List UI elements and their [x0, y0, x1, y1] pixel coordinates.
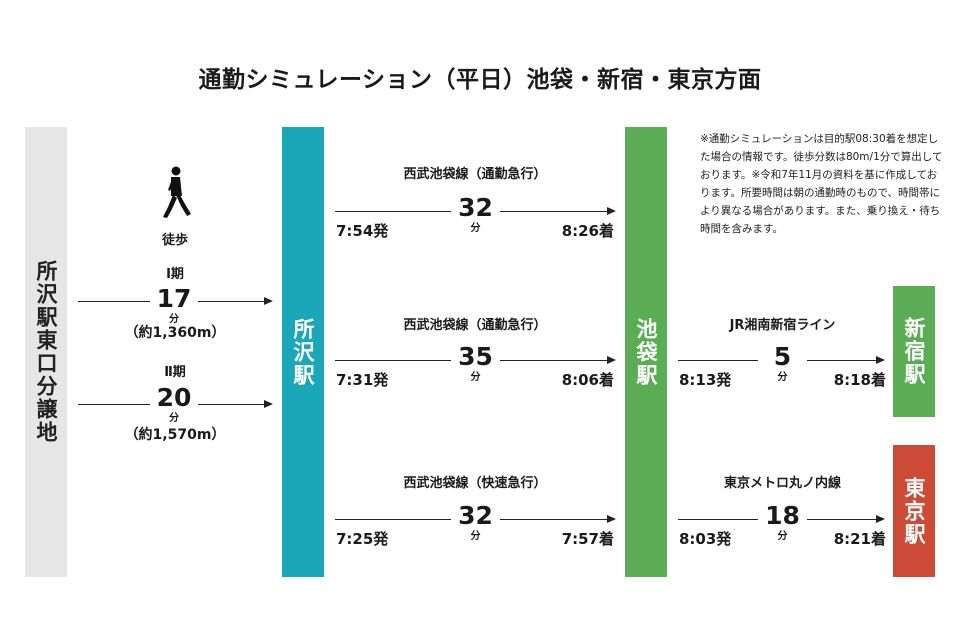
transfer1-line-right	[807, 360, 876, 361]
walk-phase1-line-right	[198, 301, 264, 302]
route2-arrive: 8:06着	[561, 371, 614, 389]
route1-unit: 分	[470, 223, 481, 234]
transfer1-minutes: 5	[773, 342, 792, 371]
walk-phase1-unit: 分	[169, 314, 179, 325]
transfer1-name: JR湘南新宿ライン	[729, 318, 836, 333]
transfer2-arrive: 8:21着	[833, 530, 886, 548]
walk-phase2-line-right	[198, 404, 264, 405]
footnote: ※通勤シミュレーションは目的駅08:30着を想定した場合の情報です。徒歩分数は8…	[700, 133, 943, 235]
route1-arrive: 8:26着	[561, 222, 614, 240]
walk-phase2-line-left	[78, 404, 150, 405]
route3-minutes: 32	[458, 501, 493, 530]
transfer1-arrowhead	[876, 356, 885, 364]
transfer2-line-right	[807, 519, 876, 520]
route1-line-left	[335, 211, 451, 212]
tokyo-station-box: 東京駅	[893, 445, 935, 577]
walk-label: 徒歩	[161, 233, 188, 248]
transfer2-minutes: 18	[765, 501, 800, 530]
walk-phase1-distance: （約1,360m）	[124, 325, 226, 341]
route3-depart: 7:25発	[336, 530, 389, 548]
route1-depart: 7:54発	[336, 222, 389, 240]
walk-phase2-distance: （約1,570m）	[124, 427, 226, 443]
page-title: 通勤シミュレーション（平日）池袋・新宿・東京方面	[198, 67, 762, 93]
transfer1-arrive: 8:18着	[833, 371, 886, 389]
walking-person-icon	[163, 166, 191, 218]
route3-line-left	[335, 519, 451, 520]
transfer2-name: 東京メトロ丸ノ内線	[723, 476, 841, 491]
route1-line-right	[500, 211, 607, 212]
walk-phase2-minutes: 20	[156, 383, 192, 412]
route2-line-right	[500, 360, 607, 361]
route3-arrowhead	[607, 515, 616, 523]
route3-line-right	[500, 519, 607, 520]
origin-column: 所沢駅東口分譲地	[25, 127, 67, 577]
walk-phase2-unit: 分	[169, 413, 179, 424]
transfer2-line-left	[678, 519, 758, 520]
walk-phase1-line-left	[78, 301, 150, 302]
transfer1-depart: 8:13発	[679, 371, 732, 389]
walk-phase1-label: Ⅰ期	[166, 267, 184, 282]
route2-minutes: 35	[458, 342, 493, 371]
shinjuku-station-box: 新宿駅	[893, 286, 935, 417]
route2-line-left	[335, 360, 451, 361]
ikebukuro-station-column: 池袋駅	[625, 127, 667, 577]
transfer2-arrowhead	[876, 515, 885, 523]
transfer1-line-left	[678, 360, 758, 361]
walk-phase1-minutes: 17	[156, 284, 192, 313]
route2-name: 西武池袋線（通勤急行）	[403, 318, 547, 333]
route3-arrive: 7:57着	[561, 530, 614, 548]
route3-unit: 分	[470, 531, 481, 542]
transfer1-unit: 分	[777, 372, 788, 383]
transfer2-depart: 8:03発	[679, 530, 732, 548]
route3-name: 西武池袋線（快速急行）	[403, 476, 547, 491]
route2-depart: 7:31発	[336, 371, 389, 389]
route2-unit: 分	[470, 372, 481, 383]
route1-minutes: 32	[458, 193, 493, 222]
tokorozawa-station-column: 所沢駅	[282, 127, 324, 577]
walk-phase2-arrowhead	[264, 400, 273, 408]
walk-phase1-arrowhead	[264, 297, 273, 305]
route1-name: 西武池袋線（通勤急行）	[403, 167, 547, 182]
walk-phase2-label: Ⅱ期	[164, 365, 186, 380]
transfer2-unit: 分	[777, 531, 788, 542]
route2-arrowhead	[607, 356, 616, 364]
route1-arrowhead	[607, 207, 616, 215]
